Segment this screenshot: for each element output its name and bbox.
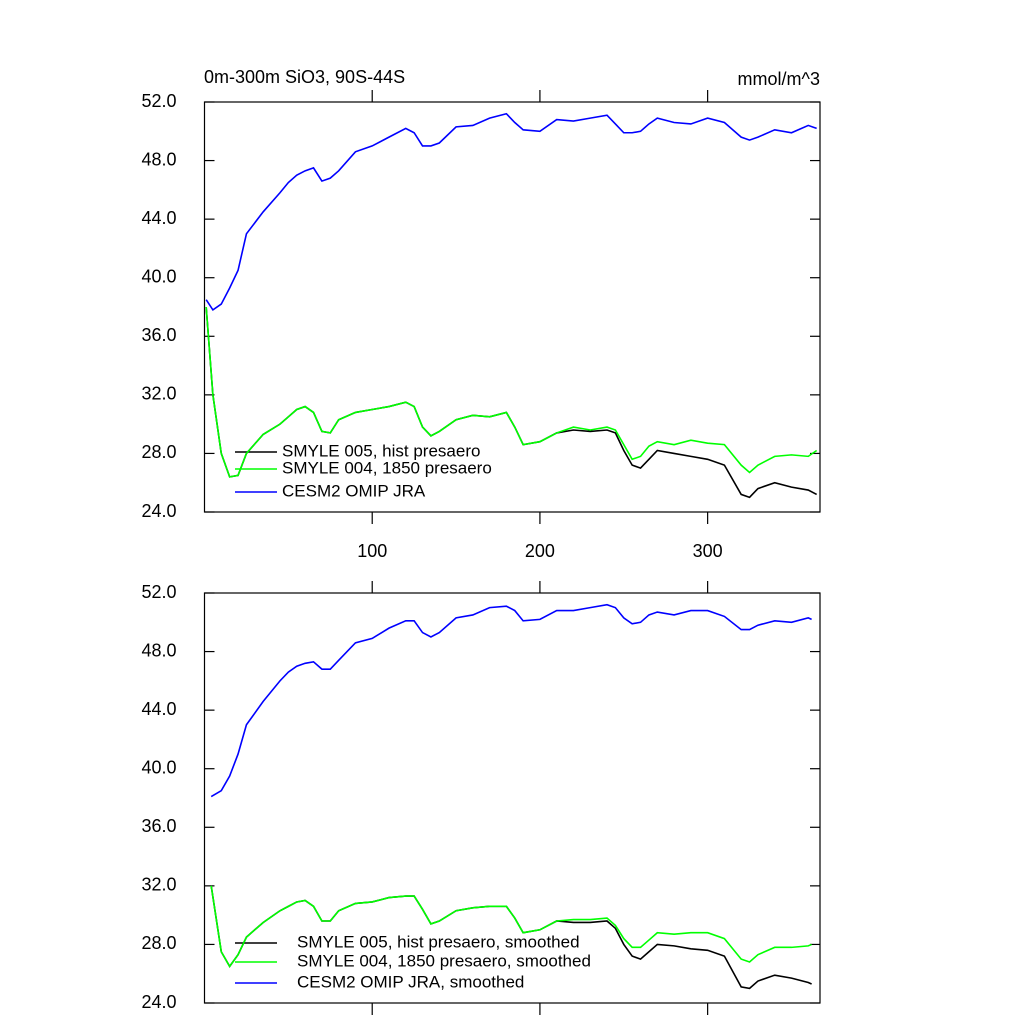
y-tick-label: 36.0 xyxy=(141,816,176,836)
series-line xyxy=(210,603,812,798)
units-label: mmol/m^3 xyxy=(738,69,820,89)
y-tick-label: 44.0 xyxy=(141,208,176,228)
series-line xyxy=(205,112,817,312)
legend-label: SMYLE 005, hist presaero, smoothed xyxy=(297,932,580,951)
legend-label: CESM2 OMIP JRA, smoothed xyxy=(297,972,524,991)
y-tick-label: 52.0 xyxy=(141,91,176,111)
series-line xyxy=(205,306,818,478)
y-tick-label: 48.0 xyxy=(141,640,176,660)
y-tick-label: 28.0 xyxy=(141,442,176,462)
series-line xyxy=(210,885,812,968)
y-tick-label: 48.0 xyxy=(141,149,176,169)
y-tick-label: 44.0 xyxy=(141,699,176,719)
y-tick-label: 52.0 xyxy=(141,582,176,602)
x-tick-label: 200 xyxy=(525,541,555,561)
y-tick-label: 24.0 xyxy=(141,992,176,1012)
plot-frame xyxy=(203,592,821,1004)
y-tick-label: 32.0 xyxy=(141,875,176,895)
legend-label: SMYLE 005, hist presaero xyxy=(282,441,480,460)
x-tick-label: 300 xyxy=(693,541,723,561)
legend-label: CESM2 OMIP JRA xyxy=(282,481,426,500)
plot-frame xyxy=(203,101,821,513)
y-tick-label: 40.0 xyxy=(141,266,176,286)
x-tick-label: 100 xyxy=(357,541,387,561)
legend-label: SMYLE 004, 1850 presaero, smoothed xyxy=(297,951,591,970)
y-tick-label: 28.0 xyxy=(141,933,176,953)
y-tick-label: 24.0 xyxy=(141,501,176,521)
y-tick-label: 32.0 xyxy=(141,384,176,404)
legend-label: SMYLE 004, 1850 presaero xyxy=(282,458,492,477)
chart-title: 0m-300m SiO3, 90S-44S xyxy=(204,67,405,87)
y-tick-label: 40.0 xyxy=(141,757,176,777)
y-tick-label: 36.0 xyxy=(141,325,176,345)
